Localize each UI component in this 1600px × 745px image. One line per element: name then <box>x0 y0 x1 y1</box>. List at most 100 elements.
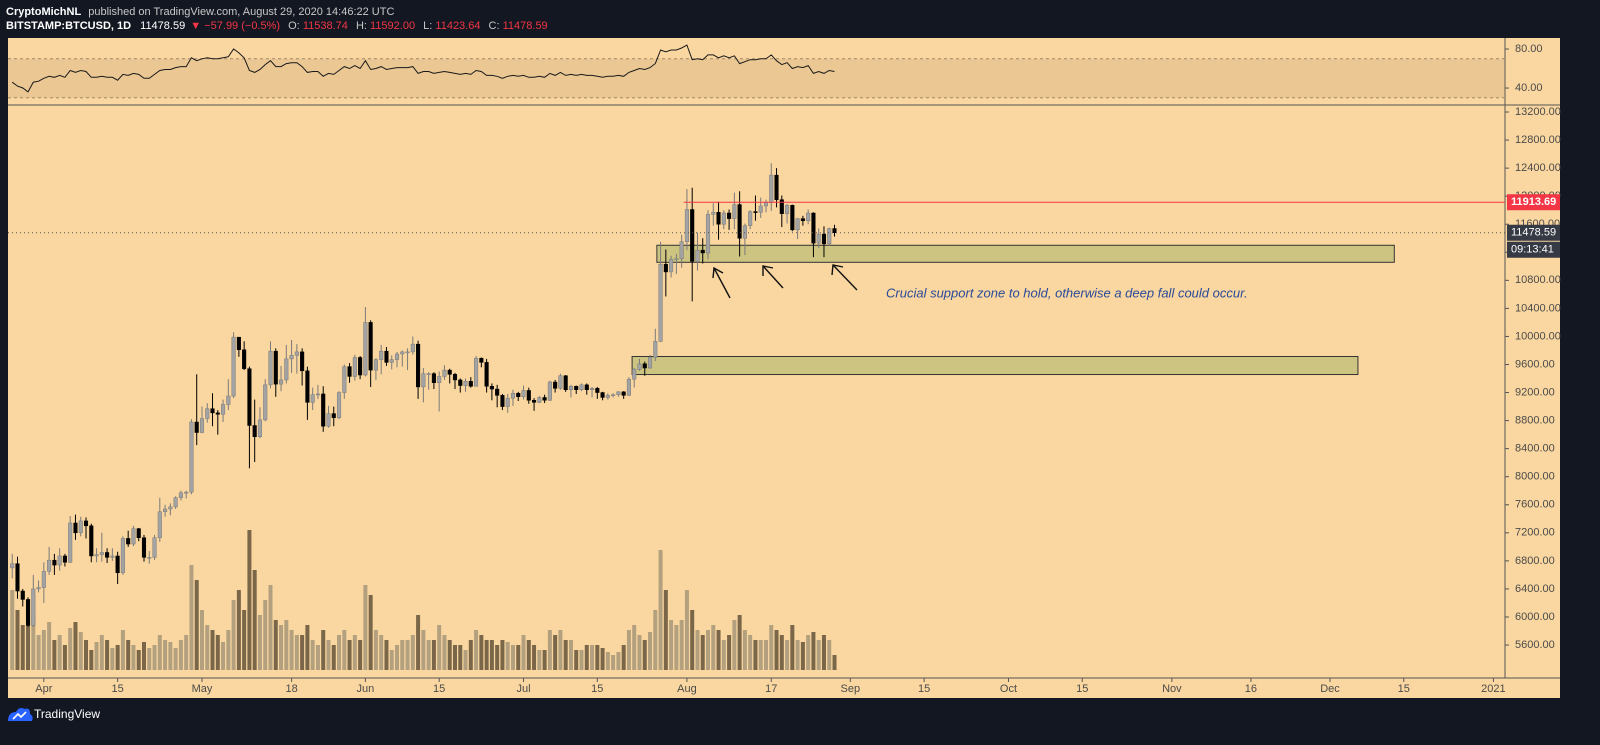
candle-body <box>94 554 99 557</box>
x-tick-label: 15 <box>1076 683 1088 695</box>
volume-bar <box>410 635 415 670</box>
candle-body <box>115 555 120 574</box>
candle-body <box>526 390 531 401</box>
candle-body <box>611 394 616 396</box>
candle-body <box>141 537 147 558</box>
volume-bar <box>774 630 779 670</box>
volume-bar <box>605 652 610 670</box>
volume-bar <box>479 635 484 670</box>
volume-bar <box>785 640 790 670</box>
candle-body <box>131 528 136 545</box>
candle-body <box>25 599 31 626</box>
volume-bar <box>141 642 146 670</box>
y-tick-label: 10000.00 <box>1515 330 1561 342</box>
volume-bar <box>173 648 178 670</box>
volume-bar <box>600 648 605 670</box>
candle-body <box>78 520 83 534</box>
y-tick-label: 10800.00 <box>1515 274 1561 286</box>
y-tick-label: 7200.00 <box>1515 527 1555 539</box>
volume-bar <box>52 640 57 670</box>
volume-bar <box>194 580 199 670</box>
x-tick-label: Apr <box>35 683 52 695</box>
candle-body <box>779 199 784 214</box>
footer <box>0 698 1600 745</box>
volume-bar <box>136 650 141 670</box>
candle-body <box>15 563 20 592</box>
candle-body <box>721 212 726 225</box>
x-tick-label: Nov <box>1162 683 1182 695</box>
volume-bar <box>711 625 716 670</box>
candle-body <box>669 259 674 273</box>
volume-bar <box>695 630 700 670</box>
x-tick-label: 15 <box>1398 683 1410 695</box>
volume-bar <box>758 640 763 670</box>
candle-body <box>774 174 779 200</box>
volume-bar <box>273 620 278 670</box>
candle-body <box>621 391 626 396</box>
high: 11592.00 <box>370 20 415 32</box>
volume-bar <box>537 650 542 670</box>
volume-bar <box>294 635 299 670</box>
candle-body <box>568 385 574 390</box>
volume-bar <box>684 590 689 670</box>
price-line-label-bg <box>1507 194 1560 211</box>
rsi-band <box>8 58 1505 98</box>
candle-body <box>36 587 41 590</box>
y-tick-label: 8000.00 <box>1515 471 1555 483</box>
candle-body <box>178 492 183 499</box>
volume-bar <box>231 600 236 670</box>
candle-body <box>358 357 363 376</box>
volume-bar <box>611 655 616 670</box>
x-tick-label: 15 <box>918 683 930 695</box>
volume-bar <box>236 590 241 670</box>
x-tick-label: Aug <box>677 683 697 695</box>
candle-body <box>236 336 241 351</box>
candle-body <box>579 384 584 390</box>
candle-body <box>315 393 320 396</box>
y-tick-label: 12400.00 <box>1515 162 1561 174</box>
candle-body <box>416 343 421 388</box>
brand: TradingView <box>34 707 100 721</box>
candle-body <box>748 211 753 226</box>
volume-bar <box>542 650 547 670</box>
volume-bar <box>674 625 679 670</box>
volume-bar <box>700 635 705 670</box>
x-tick-label: Sep <box>841 683 861 695</box>
volume-bar <box>526 640 531 670</box>
candle-body <box>532 400 537 403</box>
candle-body <box>242 349 247 369</box>
candle-body <box>763 202 769 207</box>
candle-body <box>136 528 141 538</box>
volume-bar <box>827 640 832 670</box>
candle-body <box>663 263 668 273</box>
candle-body <box>489 385 494 390</box>
candle-body <box>257 419 263 437</box>
candle-body <box>442 369 447 377</box>
candle-body <box>284 358 289 381</box>
volume-bar <box>437 625 442 670</box>
candle-body <box>521 390 526 398</box>
candle-body <box>647 357 653 369</box>
candle-body <box>278 379 284 385</box>
volume-bar <box>642 640 647 670</box>
rsi-line <box>11 44 835 93</box>
y-tick-label: 9600.00 <box>1515 358 1555 370</box>
candle-body <box>373 359 378 371</box>
candle-body <box>547 381 552 401</box>
volume-bar <box>337 635 342 670</box>
volume-bar <box>178 640 183 670</box>
volume-bar <box>147 648 152 670</box>
volume-bar <box>89 650 94 670</box>
candle-body <box>310 394 315 403</box>
candle-body <box>41 571 46 588</box>
candle-body <box>73 522 78 534</box>
candle-body <box>10 563 15 569</box>
volume-bar <box>315 645 320 670</box>
volume-bar <box>189 565 194 670</box>
candle-body <box>832 228 837 233</box>
arrow-head <box>762 265 774 276</box>
candle-body <box>289 355 294 360</box>
candle-body <box>210 408 215 414</box>
volume-bar <box>62 645 67 670</box>
